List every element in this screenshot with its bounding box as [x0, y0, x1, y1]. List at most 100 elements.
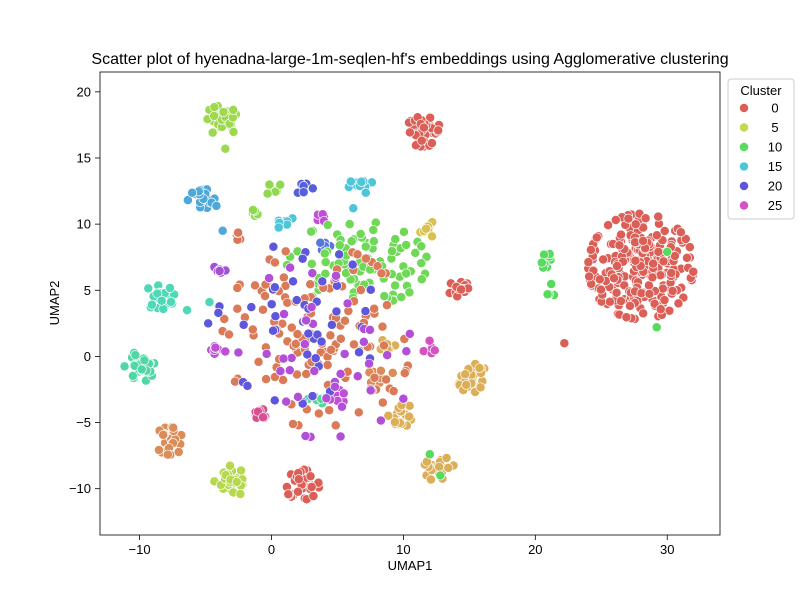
data-point [335, 333, 346, 344]
data-point [662, 246, 673, 257]
data-point [127, 370, 138, 381]
data-point [211, 200, 222, 211]
data-point [360, 253, 371, 264]
data-point [644, 288, 655, 299]
data-point [153, 445, 164, 455]
data-point [673, 298, 684, 309]
data-point [345, 176, 356, 187]
data-point [401, 268, 412, 279]
data-point [213, 307, 224, 318]
data-point [669, 250, 680, 261]
data-point [284, 365, 295, 376]
data-point [426, 474, 436, 485]
data-point [166, 296, 176, 307]
data-point [421, 223, 432, 234]
data-point [258, 304, 268, 315]
data-point [307, 391, 318, 402]
data-point [173, 447, 184, 457]
data-point [375, 415, 386, 426]
data-point [347, 259, 358, 270]
data-point [232, 282, 243, 293]
data-point [143, 283, 154, 294]
data-point [611, 287, 622, 298]
data-point [168, 422, 179, 433]
data-point [217, 225, 228, 236]
data-point [253, 356, 264, 367]
data-point [317, 276, 328, 287]
data-point [546, 279, 557, 289]
plot-frame [99, 71, 721, 536]
data-point [182, 305, 193, 316]
x-tick-label: −10 [129, 542, 151, 557]
x-axis-label: UMAP1 [388, 558, 433, 573]
data-point [162, 449, 173, 460]
data-point [299, 339, 310, 350]
data-point [268, 241, 279, 252]
data-point [209, 111, 220, 121]
data-point [308, 491, 319, 502]
legend-marker [739, 200, 749, 211]
data-point [401, 240, 412, 250]
data-point [416, 241, 427, 252]
data-point [584, 271, 595, 282]
data-point [383, 410, 394, 421]
data-point [667, 286, 678, 296]
y-tick-label: 5 [84, 283, 91, 298]
data-point [119, 361, 130, 372]
data-point [399, 368, 410, 379]
data-point [233, 227, 244, 238]
legend-marker [739, 181, 749, 191]
data-point [585, 244, 596, 255]
data-point [390, 280, 401, 291]
data-point [293, 474, 304, 485]
data-point [638, 235, 648, 246]
legend-marker [739, 142, 749, 152]
data-point [248, 205, 258, 215]
data-point [355, 285, 366, 296]
data-point [381, 374, 392, 385]
data-point [346, 236, 357, 247]
data-point [301, 315, 312, 326]
data-point [158, 429, 169, 440]
data-point [261, 348, 272, 359]
data-point [658, 256, 669, 267]
data-point [187, 187, 198, 198]
data-point [616, 229, 626, 240]
data-point [379, 291, 390, 302]
x-axis: −10 0 10 20 30 [129, 535, 674, 557]
data-point [306, 302, 317, 313]
data-point [130, 350, 141, 361]
data-point [275, 179, 286, 190]
legend-label: 25 [768, 198, 782, 213]
data-point [352, 371, 363, 382]
data-point [368, 236, 379, 247]
data-point [228, 126, 239, 137]
data-point [280, 280, 291, 291]
data-point [165, 283, 175, 293]
data-point [214, 266, 225, 276]
data-point [233, 347, 244, 358]
data-point [433, 125, 444, 136]
data-point [416, 135, 427, 146]
data-point [291, 295, 302, 306]
data-point [268, 325, 279, 336]
data-point [339, 348, 350, 359]
data-point [688, 266, 699, 277]
data-point [139, 355, 150, 366]
data-point [404, 127, 415, 138]
data-point [378, 340, 389, 351]
data-point [653, 211, 664, 222]
data-point [297, 398, 308, 409]
data-point [269, 282, 280, 293]
data-point [435, 470, 446, 481]
data-point [653, 246, 664, 257]
data-point [282, 297, 293, 308]
data-point [614, 240, 625, 251]
data-point [404, 411, 415, 422]
data-point [340, 315, 350, 326]
data-point [389, 417, 400, 428]
data-point [364, 358, 375, 369]
data-point [285, 262, 296, 273]
data-point [398, 226, 409, 237]
data-point [219, 314, 230, 324]
